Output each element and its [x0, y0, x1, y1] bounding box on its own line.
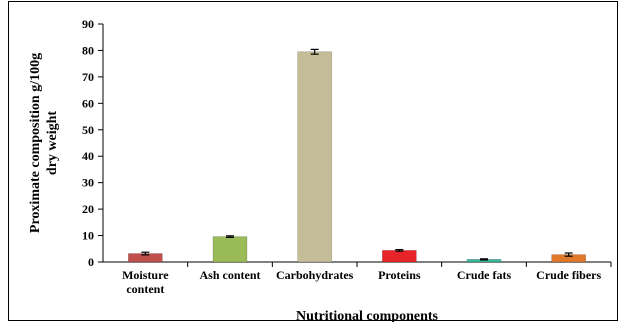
bar-chart: 0 10 20 30 40 50 60 70 80 90 Moisture content Ash co…: [28, 17, 612, 322]
x-axis-title: Nutritional components: [296, 309, 439, 322]
chart-frame: 0 10 20 30 40 50 60 70 80 90 Moisture content Ash co…: [8, 1, 618, 322]
x-tick-label: Carbohydrates: [276, 268, 354, 282]
y-tick-label: 50: [82, 123, 94, 137]
y-tick-label: 20: [82, 202, 94, 216]
bar: [382, 250, 417, 263]
x-tick-label: Ash content: [199, 268, 260, 282]
y-tick-label: 70: [82, 70, 94, 84]
y-tick-label: 80: [82, 43, 94, 57]
y-axis-title: Proximate composition g/100g dry weight: [28, 53, 60, 233]
y-tick-label: 10: [82, 229, 94, 243]
y-tick-label: 60: [82, 96, 94, 110]
x-tick-label: Crude fats: [457, 268, 512, 282]
x-tick-label: Moisture content: [122, 268, 169, 296]
y-tick-label: 40: [82, 149, 94, 163]
y-tick-label: 90: [82, 17, 94, 31]
y-tick-label: 30: [82, 176, 94, 190]
bar: [297, 51, 332, 263]
y-tick-label: 0: [88, 255, 94, 269]
x-tick-label: Crude fibers: [536, 268, 601, 282]
x-tick-label: Proteins: [378, 268, 421, 282]
bar: [212, 236, 248, 263]
